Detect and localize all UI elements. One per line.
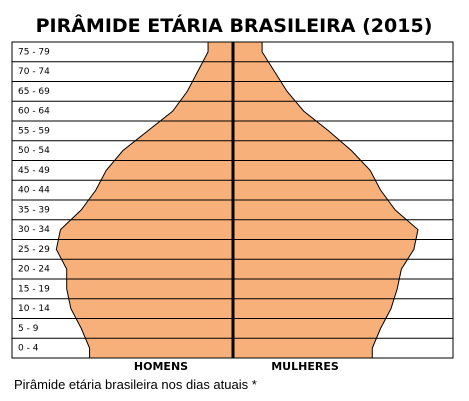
age-label: 0 - 4 xyxy=(18,344,39,354)
legend-label: MULHERES xyxy=(271,360,339,373)
age-label: 25 - 29 xyxy=(18,245,50,255)
age-label: 45 - 49 xyxy=(18,166,50,176)
chart-title: PIRÂMIDE ETÁRIA BRASILEIRA (2015) xyxy=(36,14,433,37)
age-label: 50 - 54 xyxy=(18,146,50,156)
age-label: 55 - 59 xyxy=(18,126,50,136)
legend-label: HOMENS xyxy=(134,360,188,373)
age-label: 35 - 39 xyxy=(18,205,50,215)
age-label: 20 - 24 xyxy=(18,265,50,275)
age-label: 75 - 79 xyxy=(18,47,50,57)
age-label: 60 - 64 xyxy=(18,107,50,117)
age-label: 70 - 74 xyxy=(18,67,50,77)
age-label: 15 - 19 xyxy=(18,284,50,294)
age-label: 40 - 44 xyxy=(18,186,50,196)
caption: Pirâmide etária brasileira nos dias atua… xyxy=(14,377,257,392)
age-label: 10 - 14 xyxy=(18,304,50,314)
age-label: 65 - 69 xyxy=(18,87,50,97)
age-label: 5 - 9 xyxy=(18,324,39,334)
age-label: 30 - 34 xyxy=(18,225,50,235)
